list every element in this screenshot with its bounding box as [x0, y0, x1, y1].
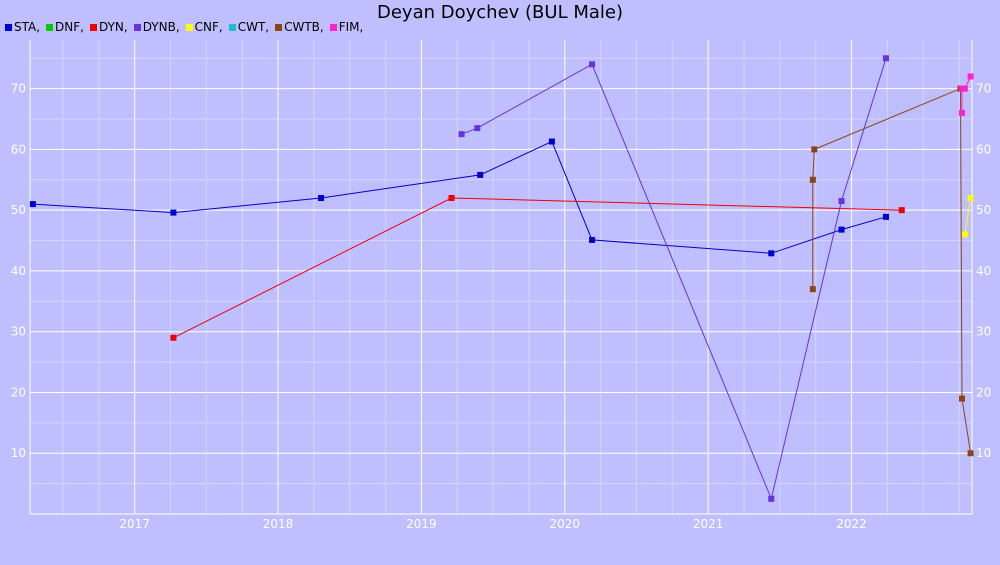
- data-point-cwtb: [809, 286, 816, 293]
- data-point-dyn: [448, 195, 455, 201]
- y-tick-label-left: 30: [11, 325, 26, 339]
- legend-item: FIM,: [329, 20, 364, 34]
- data-point-cwtb: [811, 146, 818, 153]
- legend-swatch: [185, 23, 193, 31]
- legend-swatch: [275, 23, 283, 31]
- series-line-dyn: [173, 197, 902, 339]
- data-point-sta: [29, 201, 36, 208]
- legend-label: DNF,: [55, 20, 84, 34]
- y-tick-label-right: 50: [976, 203, 991, 217]
- data-point-cwtb: [967, 450, 974, 457]
- data-point-dynb: [589, 61, 596, 68]
- data-point-sta: [768, 250, 775, 257]
- legend-item: CWT,: [228, 20, 270, 34]
- y-tick-label-left: 70: [11, 82, 26, 96]
- data-point-dynb: [838, 198, 845, 205]
- x-tick-label: 2018: [263, 517, 294, 531]
- legend-swatch: [46, 23, 54, 31]
- x-tick-label: 2022: [836, 517, 867, 531]
- legend-item: STA,: [5, 20, 40, 34]
- chart-title: Deyan Doychev (BUL Male): [377, 2, 623, 23]
- y-tick-label-right: 60: [976, 142, 991, 156]
- x-tick-label: 2021: [693, 517, 724, 531]
- data-point-fim: [967, 73, 974, 80]
- data-point-sta: [548, 138, 555, 145]
- y-tick-label-right: 10: [976, 446, 991, 460]
- x-tick-label: 2020: [550, 517, 581, 531]
- legend-swatch: [228, 23, 236, 31]
- data-point-dynb: [882, 55, 889, 62]
- y-tick-label-left: 20: [11, 385, 26, 399]
- x-tick-label: 2019: [406, 517, 437, 531]
- legend-label: CWT,: [237, 20, 270, 34]
- data-point-dyn: [898, 207, 905, 214]
- y-tick-label-right: 20: [976, 385, 991, 399]
- legend-label: FIM,: [338, 20, 364, 34]
- legend-label: STA,: [14, 20, 41, 34]
- y-tick-label-right: 40: [976, 264, 991, 278]
- data-point-dynb: [474, 125, 481, 132]
- data-point-cnf: [961, 231, 968, 238]
- legend-swatch: [89, 23, 97, 31]
- y-tick-label-left: 10: [11, 446, 26, 460]
- y-tick-label-left: 50: [11, 203, 26, 217]
- legend-swatch: [329, 23, 337, 31]
- data-point-cnf: [967, 195, 974, 201]
- data-point-dynb: [458, 131, 465, 138]
- y-tick-label-left: 40: [11, 264, 26, 278]
- data-point-sta: [170, 209, 177, 216]
- x-tick-label: 2017: [119, 517, 150, 531]
- data-point-dyn: [170, 334, 177, 341]
- legend-label: CWTB,: [284, 20, 324, 34]
- data-point-dynb: [768, 495, 775, 502]
- data-point-cwtb: [958, 395, 965, 402]
- legend-label: DYN,: [98, 20, 128, 34]
- series-line-cnf: [964, 197, 972, 235]
- chart-legend: STA, DNF, DYN, DYNB, CNF, CWT, CWTB, FIM,: [5, 20, 363, 34]
- legend-item: DYN,: [89, 20, 128, 34]
- y-tick-label-right: 70: [976, 82, 991, 96]
- data-point-fim: [958, 109, 965, 116]
- data-point-sta: [882, 213, 889, 220]
- y-tick-label-right: 30: [976, 325, 991, 339]
- legend-swatch: [5, 23, 12, 31]
- series-line-cwtb: [812, 87, 972, 454]
- series-line-dynb: [461, 58, 887, 501]
- data-point-sta: [477, 171, 484, 178]
- legend-swatch: [133, 23, 141, 31]
- data-point-cwtb: [809, 176, 816, 183]
- legend-item: CWTB,: [275, 20, 324, 34]
- data-point-sta: [318, 195, 325, 201]
- legend-label: CNF,: [194, 20, 223, 34]
- legend-item: DNF,: [46, 20, 84, 34]
- data-point-sta: [589, 236, 596, 243]
- data-point-sta: [838, 226, 845, 233]
- series-line-sta: [32, 140, 887, 254]
- y-tick-label-left: 60: [11, 142, 26, 156]
- legend-label: DYNB,: [142, 20, 180, 34]
- legend-item: DYNB,: [133, 20, 180, 34]
- series-line-fim: [961, 76, 972, 113]
- legend-item: CNF,: [185, 20, 223, 34]
- data-point-fim: [961, 85, 968, 92]
